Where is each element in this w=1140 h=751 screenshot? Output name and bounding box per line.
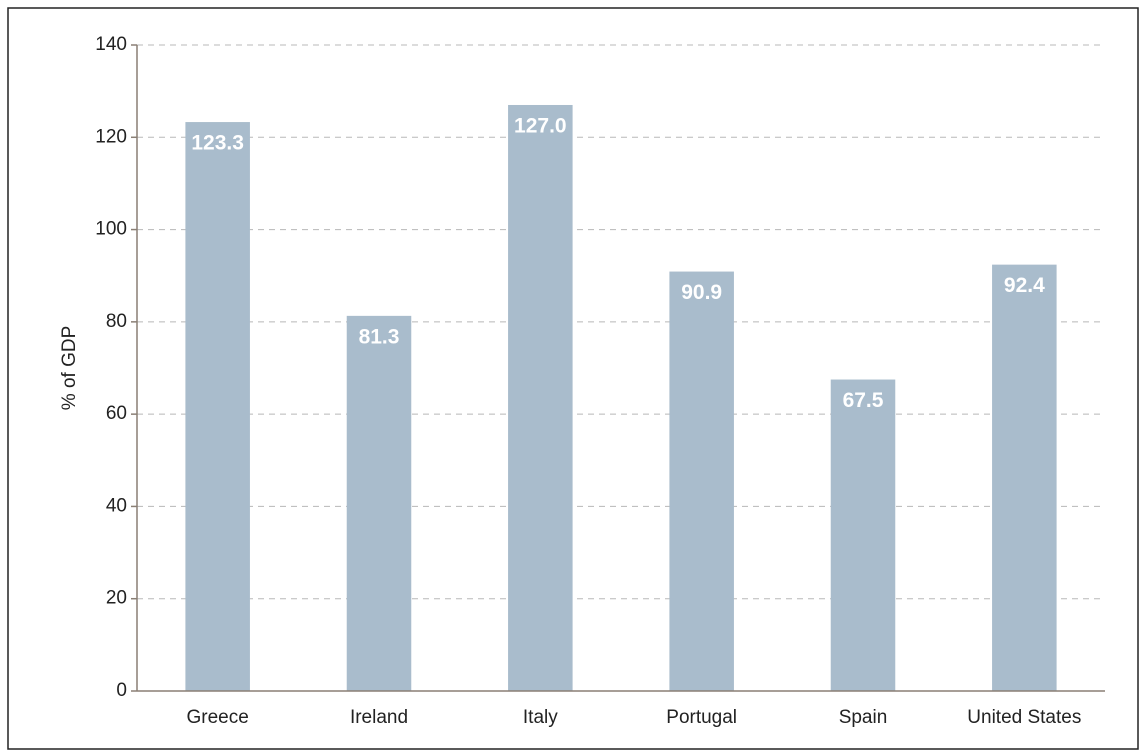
value-label: 123.3 bbox=[191, 132, 244, 155]
x-tick-label: Ireland bbox=[350, 707, 408, 728]
y-tick-label: 60 bbox=[106, 403, 127, 424]
x-tick-label: Spain bbox=[839, 707, 888, 728]
bar bbox=[346, 315, 412, 691]
value-label: 81.3 bbox=[359, 325, 400, 348]
y-axis-label: % of GDP bbox=[59, 326, 80, 410]
bar bbox=[508, 104, 573, 691]
x-tick-label: Portugal bbox=[666, 707, 737, 728]
y-tick-label: 20 bbox=[106, 588, 127, 609]
y-tick-label: 40 bbox=[106, 495, 127, 516]
bar bbox=[669, 271, 734, 691]
bar bbox=[830, 379, 896, 691]
bar bbox=[185, 122, 250, 691]
y-tick-label: 100 bbox=[95, 219, 127, 240]
x-tick-label: Italy bbox=[523, 707, 558, 728]
value-label: 90.9 bbox=[681, 281, 722, 304]
frame bbox=[7, 7, 1139, 750]
y-tick-label: 80 bbox=[106, 311, 127, 332]
y-tick-label: 140 bbox=[95, 34, 127, 55]
value-label: 127.0 bbox=[514, 115, 567, 138]
x-tick-label: United States bbox=[967, 707, 1081, 728]
y-tick-label: 120 bbox=[95, 126, 127, 147]
bar bbox=[992, 264, 1057, 691]
value-label: 92.4 bbox=[1004, 274, 1045, 297]
x-tick-label: Greece bbox=[187, 707, 249, 728]
y-tick-label: 0 bbox=[116, 680, 127, 701]
value-label: 67.5 bbox=[843, 389, 884, 412]
